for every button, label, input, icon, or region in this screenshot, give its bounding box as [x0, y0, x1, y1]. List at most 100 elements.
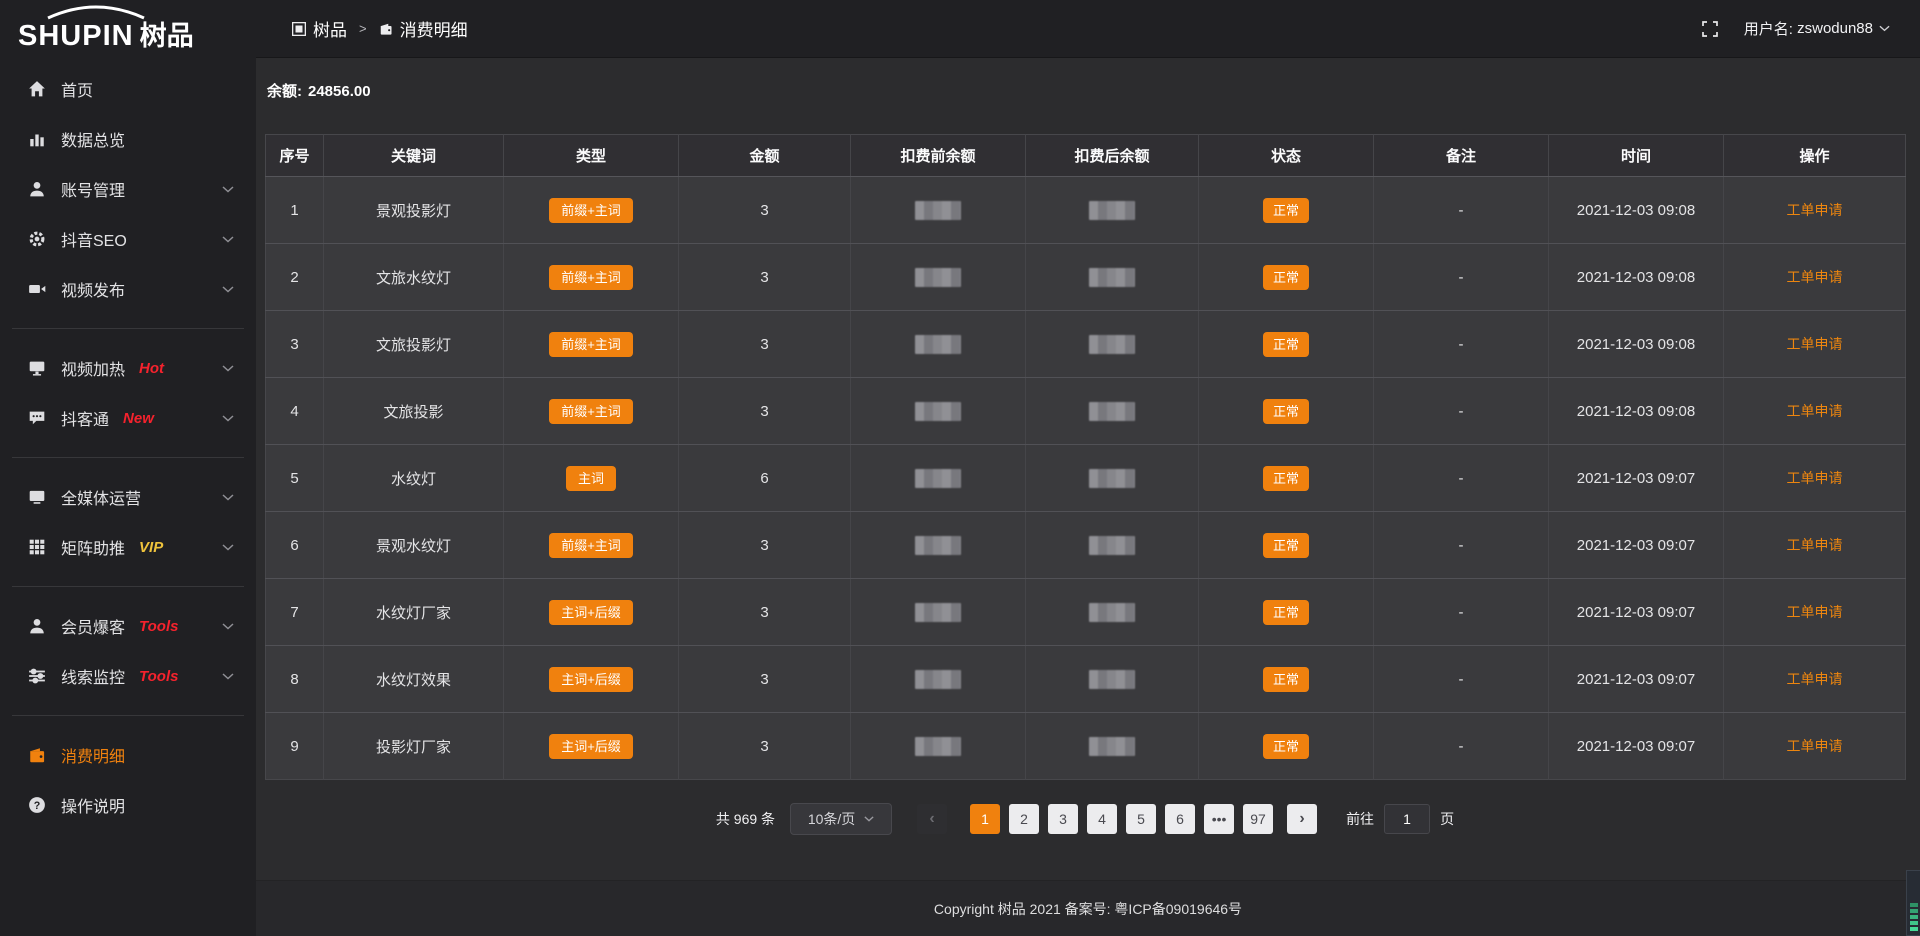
- sidebar-item-label: 抖客通: [61, 412, 110, 429]
- page-button-4[interactable]: 4: [1087, 804, 1118, 834]
- sidebar-divider: [12, 715, 244, 716]
- index-cell: 6: [265, 511, 324, 579]
- type-cell: 前缀+主词: [503, 243, 679, 311]
- type-badge: 主词: [565, 465, 616, 491]
- redacted-balance-after: [1089, 200, 1135, 220]
- gear-icon: [28, 230, 46, 248]
- balance: 余额: 24856.00: [267, 80, 1905, 101]
- table-row: 9 投影灯厂家 主词+后缀 3 正常 -2021-12-03 09:07 工单申请: [265, 712, 1906, 780]
- type-badge: 主词+后缀: [549, 666, 633, 692]
- prev-page-button[interactable]: ‹: [917, 804, 948, 834]
- next-page-button[interactable]: ›: [1287, 804, 1318, 834]
- topbar: 树品 > 消费明细 用户名: zswodun88: [256, 0, 1920, 58]
- sidebar-item-label: 视频加热: [61, 362, 126, 379]
- sidebar-item-会员爆客[interactable]: 会员爆客 Tools: [0, 601, 256, 651]
- sidebar-item-全媒体运营[interactable]: 全媒体运营: [0, 472, 256, 522]
- sidebar-nav: 首页数据总览账号管理 抖音SEO 视频发布视频加热 Hot 抖客通 New 全媒体运营 矩阵助…: [0, 52, 256, 830]
- sidebar-item-label: 数据总览: [61, 133, 126, 150]
- widget-stripe: [1909, 921, 1918, 925]
- user-menu[interactable]: 用户名: zswodun88: [1744, 18, 1890, 39]
- table-row: 2 文旅水纹灯 前缀+主词 3 正常 -2021-12-03 09:08 工单申请: [265, 243, 1906, 311]
- status-cell: 正常: [1198, 310, 1374, 378]
- table-row: 3 文旅投影灯 前缀+主词 3 正常 -2021-12-03 09:08 工单申请: [265, 310, 1906, 378]
- time-cell: 2021-12-03 09:07: [1548, 712, 1724, 780]
- sidebar-item-视频发布[interactable]: 视频发布: [0, 264, 256, 314]
- chat-widget[interactable]: [1906, 870, 1920, 936]
- amount-cell: 3: [678, 310, 851, 378]
- column-header: 金额: [678, 134, 851, 177]
- breadcrumb-root[interactable]: 树品: [292, 16, 347, 41]
- status-badge: 正常: [1262, 465, 1309, 491]
- remark-cell: -: [1373, 578, 1549, 646]
- sidebar-item-首页[interactable]: 首页: [0, 64, 256, 114]
- action-cell: 工单申请: [1723, 511, 1906, 579]
- amount-cell: 3: [678, 578, 851, 646]
- status-badge: 正常: [1262, 599, 1309, 625]
- balance-after-cell: [1025, 176, 1199, 244]
- goto-page-input[interactable]: [1384, 804, 1431, 834]
- chevron-down-icon: [222, 543, 234, 551]
- chevron-down-icon: [222, 235, 234, 243]
- work-order-link[interactable]: 工单申请: [1786, 537, 1843, 553]
- sidebar-item-线索监控[interactable]: 线索监控 Tools: [0, 651, 256, 701]
- balance-before-cell: [850, 645, 1026, 713]
- work-order-link[interactable]: 工单申请: [1786, 269, 1843, 285]
- table-header-row: 序号 关键词 类型 金额 扣费前余额 扣费后余额 状态 备注 时间 操作: [265, 134, 1906, 177]
- main-content: 余额: 24856.00 序号 关键词 类型 金额 扣费前余额 扣费后余额 状态 备注 时间 操作 …: [256, 58, 1920, 880]
- work-order-link[interactable]: 工单申请: [1786, 470, 1843, 486]
- sidebar-item-视频加热[interactable]: 视频加热 Hot: [0, 343, 256, 393]
- work-order-link[interactable]: 工单申请: [1786, 671, 1843, 687]
- type-cell: 主词+后缀: [503, 712, 679, 780]
- page-button-3[interactable]: 3: [1048, 804, 1079, 834]
- sidebar-item-消费明细[interactable]: 消费明细: [0, 730, 256, 780]
- svg-text:?: ?: [34, 800, 41, 812]
- index-cell: 8: [265, 645, 324, 713]
- column-header: 备注: [1373, 134, 1549, 177]
- sidebar-item-抖音SEO[interactable]: 抖音SEO: [0, 214, 256, 264]
- sidebar-item-label: 会员爆客: [61, 620, 126, 637]
- sidebar-item-抖客通[interactable]: 抖客通 New: [0, 393, 256, 443]
- status-badge: 正常: [1262, 264, 1309, 290]
- keyword-cell: 文旅水纹灯: [323, 243, 504, 311]
- sidebar-item-数据总览[interactable]: 数据总览: [0, 114, 256, 164]
- page-size-select[interactable]: 10条/页: [790, 803, 893, 835]
- logo-arc: [47, 5, 145, 20]
- page-button-6[interactable]: 6: [1165, 804, 1196, 834]
- work-order-link[interactable]: 工单申请: [1786, 403, 1843, 419]
- chevron-down-icon: [222, 493, 234, 501]
- fullscreen-icon[interactable]: [1701, 20, 1718, 37]
- work-order-link[interactable]: 工单申请: [1786, 336, 1843, 352]
- column-header: 扣费前余额: [850, 134, 1026, 177]
- total-count: 共 969 条: [715, 811, 776, 827]
- redacted-balance-before: [915, 401, 961, 421]
- breadcrumb-current[interactable]: 消费明细: [379, 16, 468, 41]
- keyword-cell: 投影灯厂家: [323, 712, 504, 780]
- action-cell: 工单申请: [1723, 444, 1906, 512]
- sidebar-badge: VIP: [139, 538, 164, 556]
- work-order-link[interactable]: 工单申请: [1786, 738, 1843, 754]
- status-badge: 正常: [1262, 398, 1309, 424]
- table-row: 6 景观水纹灯 前缀+主词 3 正常 -2021-12-03 09:07 工单申请: [265, 511, 1906, 579]
- keyword-cell: 水纹灯效果: [323, 645, 504, 713]
- page-button-5[interactable]: 5: [1126, 804, 1157, 834]
- action-cell: 工单申请: [1723, 310, 1906, 378]
- work-order-link[interactable]: 工单申请: [1786, 202, 1843, 218]
- time-cell: 2021-12-03 09:07: [1548, 645, 1724, 713]
- logo[interactable]: SHUPIN 树品: [0, 0, 256, 52]
- sidebar-item-操作说明[interactable]: ? 操作说明: [0, 780, 256, 830]
- sidebar-item-矩阵助推[interactable]: 矩阵助推 VIP: [0, 522, 256, 572]
- type-badge: 前缀+主词: [549, 197, 633, 223]
- sidebar-divider: [12, 586, 244, 587]
- time-cell: 2021-12-03 09:08: [1548, 310, 1724, 378]
- index-cell: 9: [265, 712, 324, 780]
- page-button-97[interactable]: 97: [1243, 804, 1274, 834]
- sidebar-item-账号管理[interactable]: 账号管理: [0, 164, 256, 214]
- work-order-link[interactable]: 工单申请: [1786, 604, 1843, 620]
- page-button-1[interactable]: 1: [970, 804, 1001, 834]
- more-pages-button[interactable]: •••: [1204, 804, 1235, 834]
- index-cell: 3: [265, 310, 324, 378]
- index-cell: 5: [265, 444, 324, 512]
- status-cell: 正常: [1198, 377, 1374, 445]
- page-button-2[interactable]: 2: [1009, 804, 1040, 834]
